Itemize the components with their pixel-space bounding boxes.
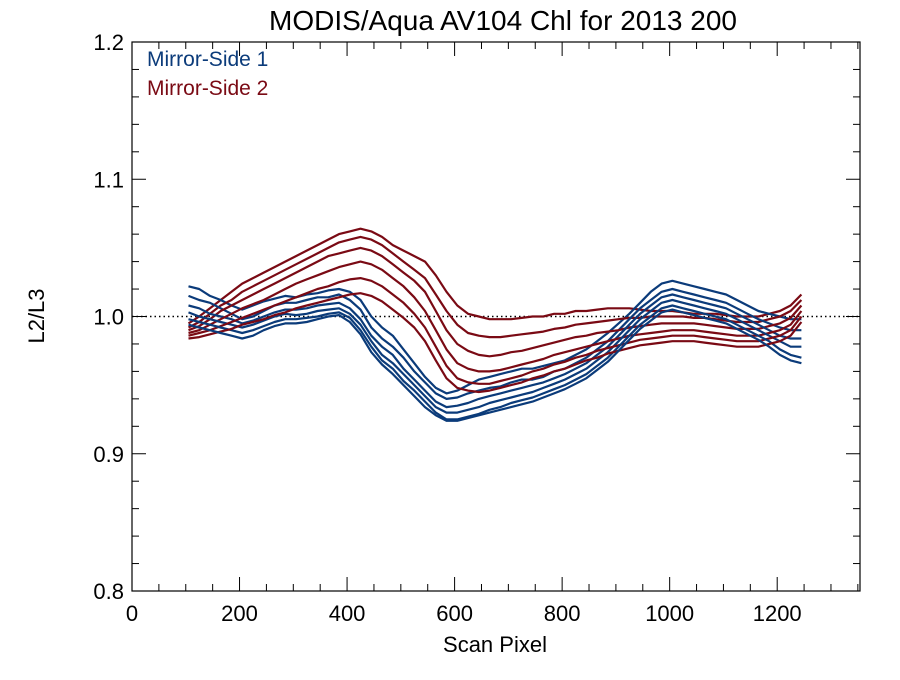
y-tick-label: 0.9 [93,442,124,467]
ticks-layer: 0 200 400 600 800 1000 1200 0.8 0.9 1.0 1.1 1.2 [93,30,860,626]
series-line-mirror-side-1 [188,298,802,414]
series-line-mirror-side-2 [188,277,803,385]
x-tick-label: 600 [436,601,473,626]
chart-title: MODIS/Aqua AV104 Chl for 2013 200 [269,5,737,36]
legend-mirror-side-2: Mirror-Side 2 [147,77,268,100]
series-line-mirror-side-2 [188,260,803,373]
x-tick-label: 1200 [753,601,802,626]
x-tick-label: 400 [329,601,366,626]
series-line-mirror-side-2 [187,227,803,325]
series-line-mirror-side-1 [188,287,802,400]
series-line-mirror-side-2 [188,246,803,358]
y-tick-label: 1.2 [93,30,124,55]
series-layer [187,227,803,422]
x-axis-title: Scan Pixel [443,632,547,657]
series-line-mirror-side-2 [187,235,803,339]
y-axis-title: L2/L3 [24,288,49,343]
series-line-mirror-side-1 [188,304,802,421]
y-tick-label: 0.8 [93,579,124,604]
series-line-mirror-side-2 [188,292,803,394]
x-tick-label: 800 [544,601,581,626]
legend-mirror-side-1: Mirror-Side 1 [147,48,268,71]
x-tick-label: 200 [221,601,258,626]
y-tick-label: 1.1 [93,167,124,192]
x-tick-label: 1000 [645,601,694,626]
plot-frame [131,41,861,592]
x-tick-label: 0 [126,601,138,626]
series-line-mirror-side-1 [188,279,802,395]
series-line-mirror-side-1 [188,308,802,422]
y-tick-label: 1.0 [93,305,124,330]
